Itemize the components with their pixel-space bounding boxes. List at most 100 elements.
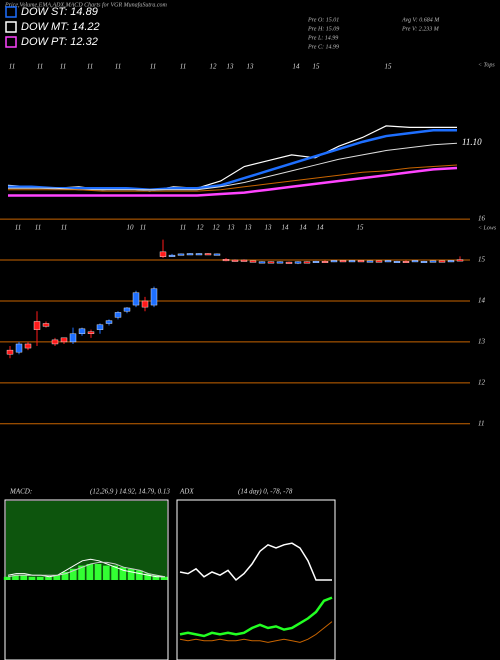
candle-body	[87, 331, 95, 334]
candle-body	[357, 260, 365, 263]
date-label: 13	[245, 224, 253, 232]
candle-body	[276, 261, 284, 264]
histogram-bar	[20, 575, 28, 580]
candle-body	[393, 261, 401, 263]
candle-body	[312, 261, 320, 263]
date-label: 11	[61, 224, 67, 232]
histogram-bar	[103, 565, 110, 580]
date-label: 11	[115, 63, 121, 71]
candle-body	[375, 260, 383, 263]
candle-body	[438, 260, 446, 263]
date-label: 11	[35, 224, 41, 232]
line	[179, 596, 333, 638]
date-label: 11	[180, 224, 186, 232]
candle-body	[123, 307, 131, 312]
candle-body	[96, 324, 104, 330]
candle-body	[321, 261, 329, 263]
candle-body	[267, 261, 275, 264]
line	[7, 561, 166, 578]
candle-body	[159, 251, 167, 257]
histogram-bar	[28, 576, 36, 580]
histogram-bar	[86, 564, 94, 580]
date-label: 14	[293, 63, 301, 71]
date-label: 13	[265, 224, 273, 232]
date-label: 10	[127, 224, 135, 232]
candle-body	[6, 349, 14, 355]
line	[179, 542, 332, 582]
date-label: 15	[357, 224, 365, 232]
panel-subtitle: (12,26,9 ) 14.92, 14.79, 0.13	[90, 488, 170, 496]
stat: Pre H: 15.09	[307, 26, 339, 32]
line	[8, 164, 458, 192]
candle-body	[411, 260, 419, 263]
panel-title: MACD:	[9, 488, 32, 496]
candle-body	[195, 253, 203, 256]
candle-body	[105, 320, 113, 324]
panel-frame	[176, 499, 336, 660]
candle-body	[285, 261, 293, 264]
annotation: < Tops	[478, 62, 495, 68]
panel-subtitle: (14 day) 0, -78, -78	[238, 488, 293, 496]
candle-body	[177, 253, 185, 256]
candle-body	[447, 260, 455, 263]
candle-body	[15, 343, 23, 353]
legend-label: DOW MT: 14.22	[21, 21, 100, 33]
line	[8, 129, 457, 191]
candle-body	[330, 260, 338, 263]
candle-body	[78, 328, 86, 334]
candle-body	[204, 253, 212, 256]
stat: Pre C: 14.99	[307, 43, 339, 50]
candle-body	[33, 321, 41, 330]
histogram-bar	[94, 564, 102, 580]
stat: Pre O: 15.01	[307, 17, 339, 23]
legend-swatch	[5, 36, 17, 48]
candle-body	[366, 260, 374, 263]
candle-body	[456, 259, 464, 262]
candle-body	[168, 254, 176, 257]
panel-title: ADX	[179, 488, 194, 496]
stat: Pre L: 14.99	[307, 34, 338, 41]
histogram-bar	[152, 575, 160, 580]
date-label: 13	[247, 63, 255, 71]
candle-body	[384, 260, 392, 263]
date-label: 11	[150, 63, 156, 71]
histogram-bar	[127, 568, 135, 580]
candle-body	[429, 260, 437, 263]
stat: Avg V: 0.684 M	[401, 16, 440, 23]
date-label: 14	[300, 224, 308, 232]
legend-swatch	[5, 21, 17, 33]
histogram-bar	[119, 567, 127, 580]
date-label: 12	[213, 224, 221, 232]
date-label: 11	[37, 63, 43, 71]
date-label: 11	[60, 63, 66, 71]
y-tick-label: 14	[478, 297, 486, 305]
date-label: 13	[227, 63, 235, 71]
date-label: 13	[228, 224, 236, 232]
y-tick-label: 15	[478, 256, 486, 264]
histogram-bar	[144, 573, 151, 580]
date-label: 11	[9, 63, 15, 71]
date-label: 11	[15, 224, 21, 232]
date-label: 14	[317, 224, 325, 232]
candle-body	[186, 253, 194, 256]
candle-body	[222, 259, 230, 262]
line	[179, 621, 333, 643]
candle-body	[69, 333, 77, 343]
histogram-bar	[136, 570, 143, 580]
histogram-bar	[78, 565, 85, 580]
date-label: 12	[197, 224, 205, 232]
candle-body	[348, 260, 356, 263]
candle-body	[303, 261, 311, 264]
histogram-bar	[45, 576, 52, 580]
page-title: Price,Volume,EMA,ADX,MACD Charts for VGR…	[4, 1, 167, 8]
y-tick-label: 16	[478, 215, 486, 223]
candle-body	[339, 260, 347, 263]
line	[8, 166, 458, 197]
annotation: < Lows	[478, 225, 497, 231]
histogram-bar	[61, 572, 69, 580]
stat: Pre V: 2.233 M	[401, 26, 440, 32]
legend-label: DOW PT: 12.32	[21, 36, 98, 48]
y-tick-label: 11	[478, 419, 484, 427]
candle-body	[420, 261, 428, 263]
date-label: 11	[140, 224, 146, 232]
